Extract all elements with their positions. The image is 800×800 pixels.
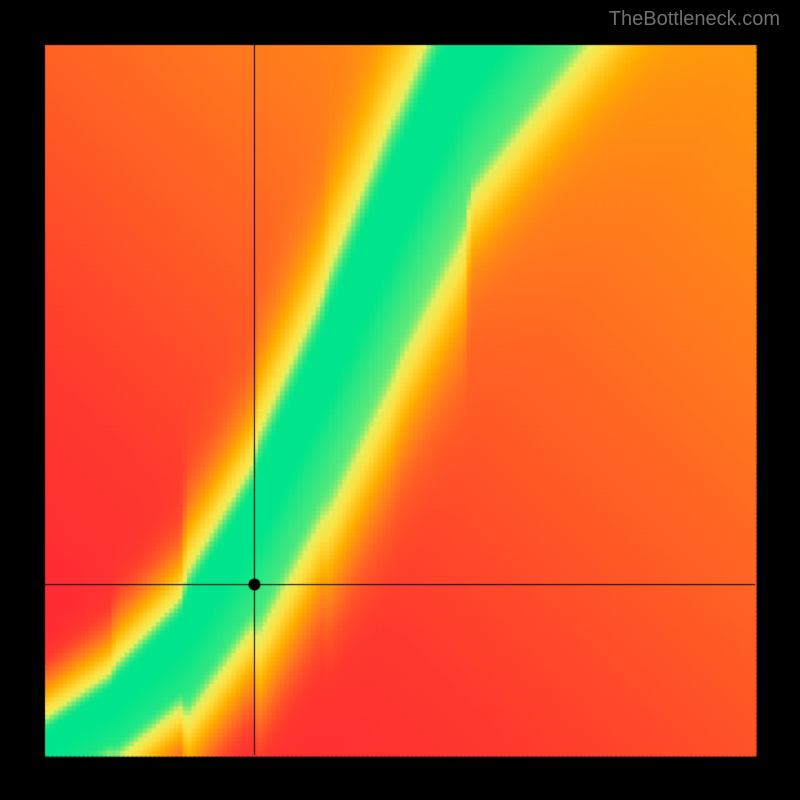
watermark-text: TheBottleneck.com — [609, 8, 780, 31]
chart-container: TheBottleneck.com — [0, 0, 800, 800]
heatmap-canvas — [0, 0, 800, 800]
